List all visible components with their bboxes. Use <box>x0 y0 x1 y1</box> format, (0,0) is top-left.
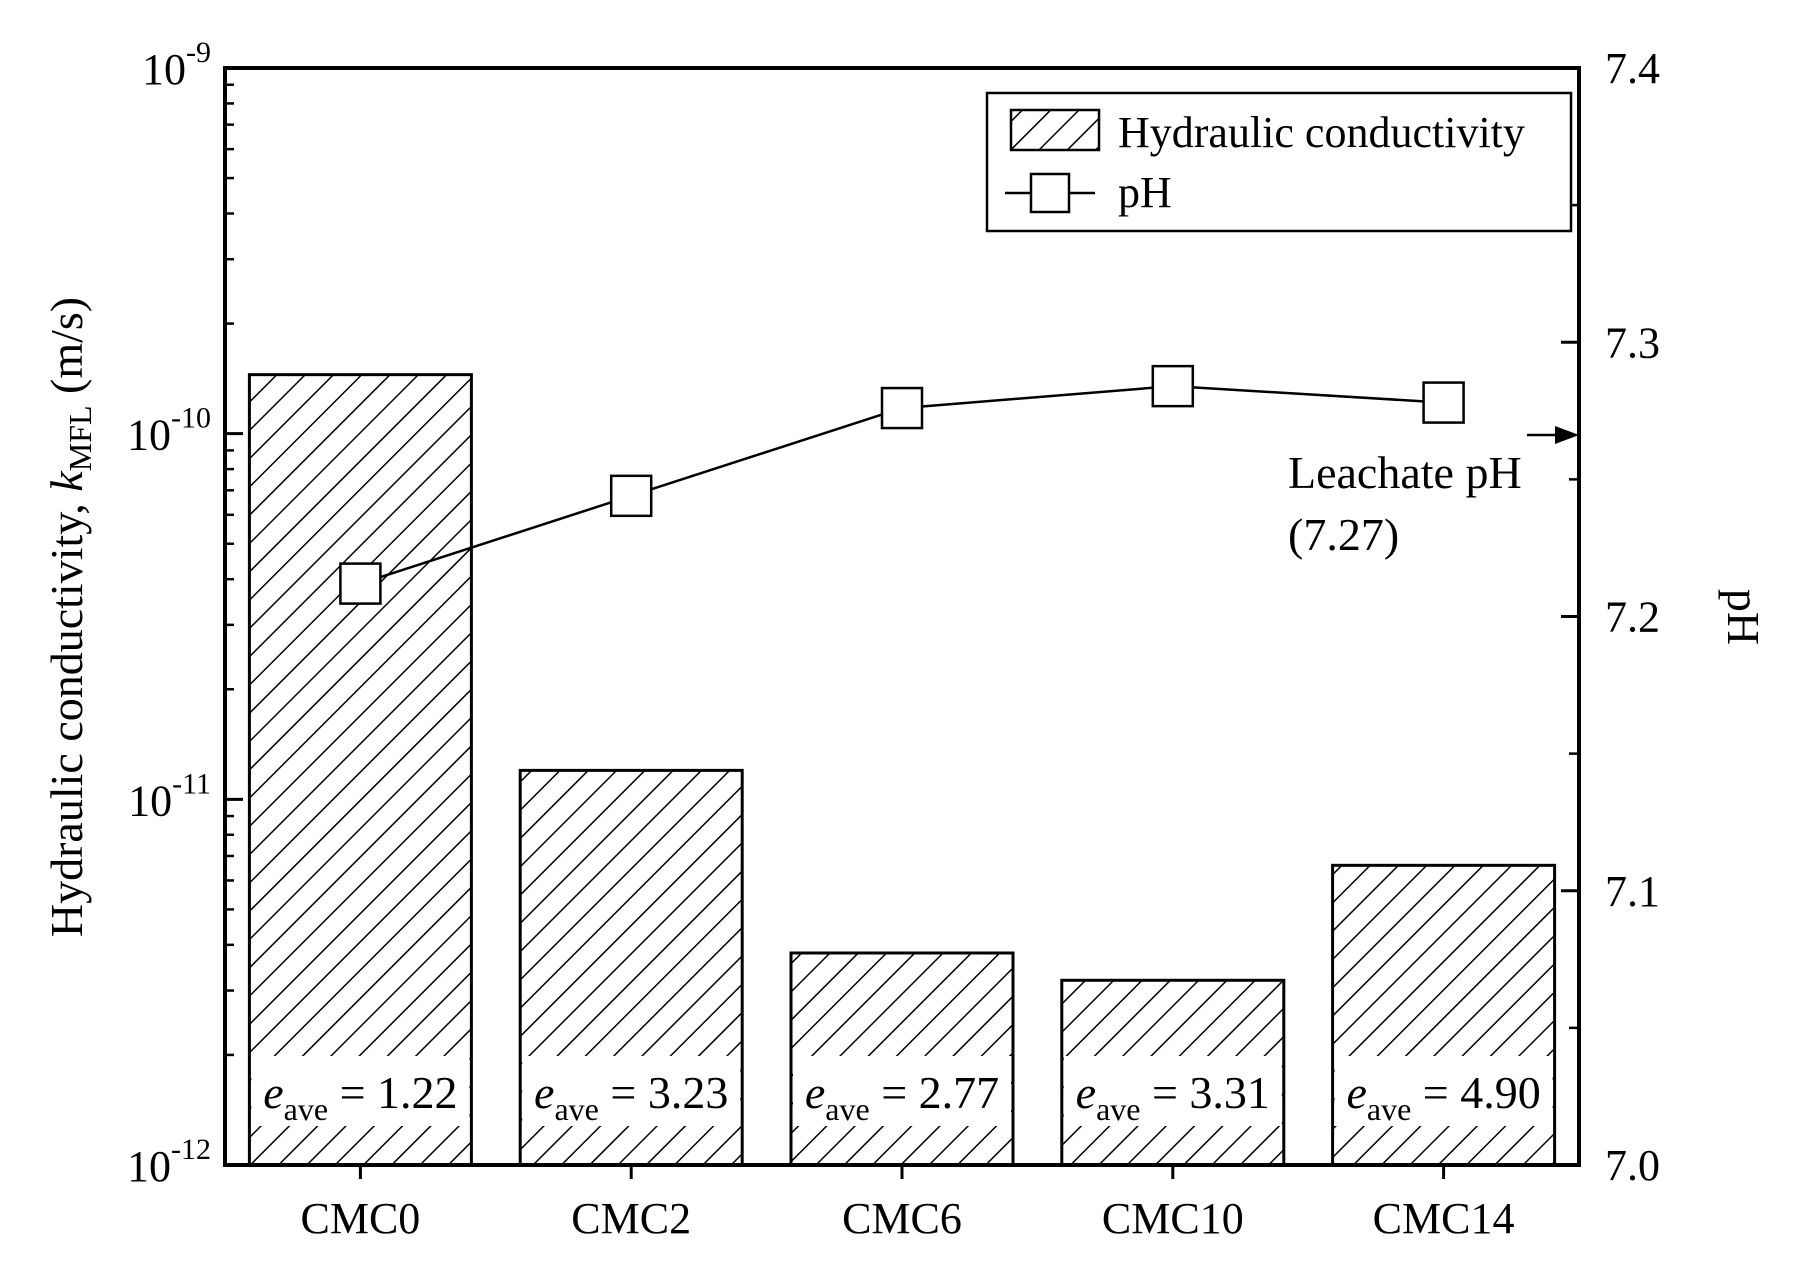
left-tick-label: 10-11 <box>128 767 211 825</box>
leachate-annotation: Leachate pH (7.27) <box>1288 426 1579 560</box>
legend-label-hydraulic-conductivity: Hydraulic conductivity <box>1118 108 1525 157</box>
x-tick-label-cmc10: CMC10 <box>1102 1194 1244 1243</box>
bar-label-cmc14: eave = 4.90 <box>1346 1067 1540 1127</box>
ph-series <box>339 364 1465 605</box>
axis-ticks <box>225 66 1579 1179</box>
right-tick-label: 7.3 <box>1605 318 1660 367</box>
bar-label-bg <box>793 1056 1011 1126</box>
x-tick-label-cmc2: CMC2 <box>571 1194 691 1243</box>
ph-marker-cmc2 <box>609 474 653 518</box>
x-tick-label-cmc14: CMC14 <box>1373 1194 1515 1243</box>
bar-label-cmc10: eave = 3.31 <box>1076 1067 1270 1127</box>
left-tick-label: 10-12 <box>127 1133 211 1191</box>
bar-label-cmc6: eave = 2.77 <box>805 1067 999 1127</box>
legend-marker-ph <box>1029 172 1071 214</box>
right-tick-label: 7.2 <box>1605 593 1660 642</box>
bar-label-bg <box>251 1056 470 1126</box>
ph-marker-cmc0 <box>339 562 382 605</box>
right-axis-tick-labels: 7.0 7.1 7.2 7.3 7.4 <box>1605 44 1660 1190</box>
left-axis-tick-labels: 10-9 10-10 10-11 10-12 <box>127 36 211 1191</box>
ph-marker-cmc6 <box>880 386 924 430</box>
x-tick-label-cmc0: CMC0 <box>300 1194 420 1243</box>
legend-swatch-hatch <box>1009 108 1101 152</box>
left-tick-label: 10-10 <box>127 402 211 460</box>
x-tick-label-cmc6: CMC6 <box>842 1194 962 1243</box>
ph-marker-cmc14 <box>1422 381 1465 424</box>
right-tick-label: 7.4 <box>1605 44 1660 93</box>
legend: Hydraulic conductivity pH <box>985 91 1573 233</box>
bar-label-cmc0: eave = 1.22 <box>263 1067 457 1127</box>
bar-label-bg <box>522 1056 741 1126</box>
ph-marker-cmc10 <box>1151 364 1195 408</box>
x-axis-tick-labels: CMC0 CMC2 CMC6 CMC10 CMC14 <box>300 1194 1514 1243</box>
leachate-label-line2: (7.27) <box>1288 509 1399 560</box>
bar-label-bg <box>1063 1056 1282 1126</box>
leachate-label-line1: Leachate pH <box>1288 447 1522 498</box>
legend-label-ph: pH <box>1118 168 1172 217</box>
bar-cmc0 <box>247 373 473 1167</box>
right-tick-label: 7.0 <box>1605 1141 1660 1190</box>
left-axis-label: Hydraulic conductivity, kMFL (m/s) <box>41 297 98 937</box>
right-tick-label: 7.1 <box>1605 867 1660 916</box>
leachate-arrow-head <box>1555 426 1579 444</box>
bar-label-cmc2: eave = 3.23 <box>534 1067 728 1127</box>
bar-label-bg <box>1334 1056 1553 1126</box>
left-tick-label: 10-9 <box>142 36 211 94</box>
right-axis-label: pH <box>1718 589 1769 645</box>
bar-labels: eave = 1.22 eave = 3.23 eave = 2.77 eave = … <box>251 1056 1553 1127</box>
